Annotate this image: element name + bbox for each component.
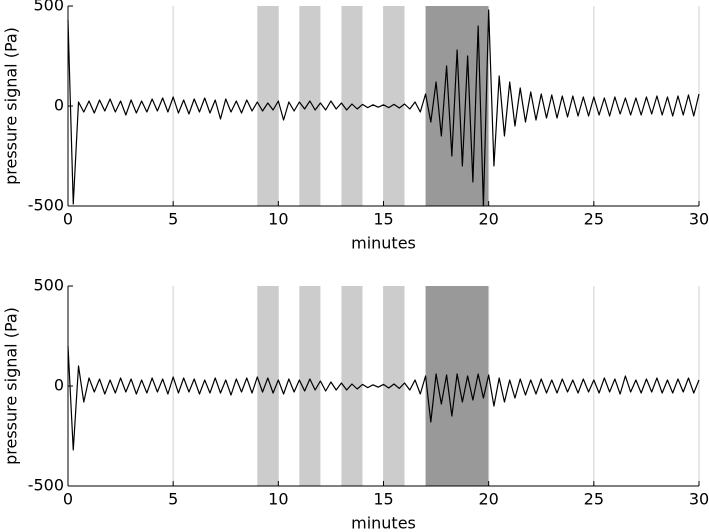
x-tick-label: 25 xyxy=(584,490,604,509)
x-tick-label: 15 xyxy=(373,210,393,229)
y-tick-label: 0 xyxy=(54,96,64,115)
x-tick-label: 5 xyxy=(168,210,178,229)
shaded-band xyxy=(299,286,321,486)
y-tick-label: 500 xyxy=(33,276,64,295)
x-tick-label: 10 xyxy=(268,490,288,509)
shaded-band xyxy=(299,6,321,206)
x-tick-label: 0 xyxy=(63,490,73,509)
y-tick-label: 500 xyxy=(33,0,64,15)
x-axis-label: minutes xyxy=(351,514,416,532)
y-tick-label: -500 xyxy=(28,476,64,495)
x-tick-label: 25 xyxy=(584,210,604,229)
shaded-band xyxy=(341,286,363,486)
x-axis-label: minutes xyxy=(351,234,416,253)
signal-line xyxy=(67,345,700,451)
shaded-band xyxy=(425,286,489,486)
y-tick-label: -500 xyxy=(28,196,64,215)
x-tick-label: 0 xyxy=(63,210,73,229)
x-tick-label: 30 xyxy=(689,490,709,509)
y-tick-label: 0 xyxy=(54,376,64,395)
x-tick-label: 20 xyxy=(478,490,498,509)
shaded-band xyxy=(383,286,405,486)
y-axis-label: pressure signal (Pa) xyxy=(2,307,21,465)
shaded-band xyxy=(257,286,279,486)
x-tick-label: 15 xyxy=(373,490,393,509)
shaded-band xyxy=(425,6,489,206)
shaded-band xyxy=(257,6,279,206)
signal-line xyxy=(67,9,700,207)
shaded-band xyxy=(341,6,363,206)
x-tick-label: 20 xyxy=(478,210,498,229)
x-tick-label: 10 xyxy=(268,210,288,229)
x-tick-label: 5 xyxy=(168,490,178,509)
y-axis-label: pressure signal (Pa) xyxy=(2,27,21,185)
shaded-band xyxy=(383,6,405,206)
x-tick-label: 30 xyxy=(689,210,709,229)
